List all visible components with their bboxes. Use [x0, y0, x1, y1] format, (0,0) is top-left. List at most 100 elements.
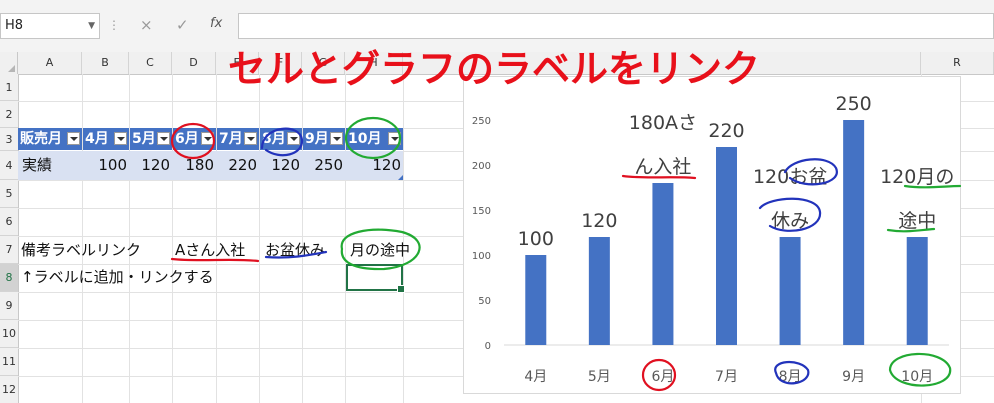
column-header-hidden[interactable] — [403, 52, 921, 74]
bar — [652, 183, 674, 345]
value-cell[interactable]: 120 — [372, 156, 401, 174]
formula-input[interactable] — [238, 13, 994, 39]
data-label: 220 — [708, 120, 744, 142]
page-title: セルとグラフのラベルをリンク — [228, 47, 761, 91]
value-cell[interactable]: 180 — [185, 156, 214, 174]
row-header-9[interactable]: 9 — [0, 292, 18, 320]
data-label: 180Aさ — [629, 112, 697, 134]
note-cell-midmonth[interactable]: 月の途中 — [350, 241, 411, 259]
row-header-8[interactable]: 8 — [0, 264, 18, 292]
y-tick-label: 0 — [485, 341, 491, 352]
bar — [588, 237, 610, 345]
y-tick-label: 50 — [478, 296, 491, 307]
header-label: 9月 — [305, 131, 329, 147]
data-label: ん入社 — [634, 156, 691, 178]
bar — [716, 147, 737, 345]
note-cell-obon[interactable]: お盆休み — [265, 241, 326, 259]
filter-dropdown-icon[interactable] — [201, 132, 214, 145]
row-header-7[interactable]: 7 — [0, 236, 18, 264]
x-tick-label: 5月 — [588, 369, 611, 385]
column-header-r[interactable]: R — [921, 52, 994, 74]
x-tick-label: 9月 — [842, 369, 865, 385]
row-headers: 1 2 3 4 5 6 7 8 9 10 11 12 — [0, 74, 19, 403]
fx-icon[interactable]: fx — [210, 16, 223, 31]
x-tick-label: 10月 — [901, 369, 933, 385]
row-header-5[interactable]: 5 — [0, 180, 18, 208]
table-header-cell[interactable]: 9月 — [303, 128, 345, 150]
table-header-cell[interactable]: 5月 — [130, 128, 172, 150]
data-label: 100 — [518, 228, 554, 250]
row-header-11[interactable]: 11 — [0, 348, 18, 376]
select-all-corner[interactable] — [0, 52, 18, 74]
instruction-cell[interactable]: ↑ラベルに追加・リンクする — [21, 268, 214, 286]
cancel-icon[interactable]: × — [140, 16, 153, 34]
table-resize-handle[interactable] — [398, 175, 403, 180]
row-header-10[interactable]: 10 — [0, 320, 18, 348]
row-header-3[interactable]: 3 — [0, 128, 18, 151]
table-header-cell[interactable]: 7月 — [217, 128, 259, 150]
value-cell[interactable]: 120 — [141, 156, 170, 174]
filter-dropdown-icon[interactable] — [388, 132, 401, 145]
y-tick-label: 200 — [472, 161, 491, 172]
data-label: 120 — [581, 210, 617, 232]
data-label: 250 — [836, 93, 872, 115]
data-label: 途中 — [898, 210, 936, 232]
x-tick-label: 6月 — [651, 369, 674, 385]
header-label: 10月 — [348, 131, 382, 147]
data-label: 120月の — [880, 166, 954, 188]
bar — [843, 120, 865, 345]
bar — [779, 237, 801, 345]
name-box-value: H8 — [5, 18, 24, 33]
note-cell-a-join[interactable]: Aさん入社 — [175, 241, 246, 259]
row-header-2[interactable]: 2 — [0, 101, 18, 128]
table-header-cell[interactable]: 10月 — [346, 128, 403, 150]
header-label: 7月 — [219, 131, 243, 147]
table-header-cell[interactable]: 6月 — [173, 128, 216, 150]
notes-label-cell[interactable]: 備考ラベルリンク — [21, 241, 142, 259]
table-header-cell[interactable]: 4月 — [83, 128, 129, 150]
x-tick-label: 4月 — [524, 369, 547, 385]
bar-chart[interactable]: 0 50 100 150 200 250 4月 100 5月 120 6月 180Aさ ん入社 7月 220… — [463, 76, 961, 394]
filter-dropdown-icon[interactable] — [244, 132, 257, 145]
data-label: 休み — [771, 210, 809, 232]
selected-cell[interactable] — [346, 264, 405, 293]
column-header-h[interactable]: H — [345, 52, 403, 74]
value-cell[interactable]: 120 — [271, 156, 300, 174]
row-header-4[interactable]: 4 — [0, 151, 18, 180]
data-label: 120お盆 — [753, 166, 827, 188]
y-tick-label: 250 — [472, 116, 491, 127]
column-header-f[interactable]: F — [259, 52, 302, 74]
row-header-6[interactable]: 6 — [0, 208, 18, 236]
header-label: 6月 — [175, 131, 199, 147]
filter-dropdown-icon[interactable] — [330, 132, 343, 145]
filter-dropdown-icon[interactable] — [114, 132, 127, 145]
chevron-down-icon[interactable]: ▼ — [88, 21, 95, 31]
enter-icon[interactable]: ✓ — [176, 16, 189, 34]
x-tick-label: 7月 — [715, 369, 738, 385]
column-header-e[interactable]: E — [216, 52, 259, 74]
value-cell[interactable]: 250 — [314, 156, 343, 174]
header-label: 販売月 — [20, 131, 62, 147]
x-tick-label: 8月 — [779, 369, 802, 385]
column-header-a[interactable]: A — [18, 52, 82, 74]
filter-dropdown-icon[interactable] — [287, 132, 300, 145]
table-header-cell[interactable]: 8月 — [260, 128, 302, 150]
filter-dropdown-icon[interactable] — [157, 132, 170, 145]
header-label: 8月 — [262, 131, 286, 147]
row-header-12[interactable]: 12 — [2, 383, 16, 396]
table-header-cell[interactable]: 販売月 — [18, 128, 82, 150]
y-tick-label: 150 — [472, 206, 491, 217]
column-header-g[interactable]: G — [302, 52, 345, 74]
row-header-1[interactable]: 1 — [0, 74, 18, 101]
column-header-b[interactable]: B — [82, 52, 129, 74]
row-label-cell[interactable]: 実績 — [22, 156, 53, 174]
resize-handle-icon[interactable]: ⋮ — [108, 18, 120, 32]
value-cell[interactable]: 220 — [228, 156, 257, 174]
column-header-c[interactable]: C — [129, 52, 172, 74]
filter-dropdown-icon[interactable] — [67, 132, 80, 145]
value-cell[interactable]: 100 — [98, 156, 127, 174]
name-box[interactable]: H8 ▼ — [0, 13, 100, 39]
column-header-d[interactable]: D — [172, 52, 216, 74]
formula-bar: H8 ▼ ⋮ × ✓ fx — [0, 0, 994, 53]
